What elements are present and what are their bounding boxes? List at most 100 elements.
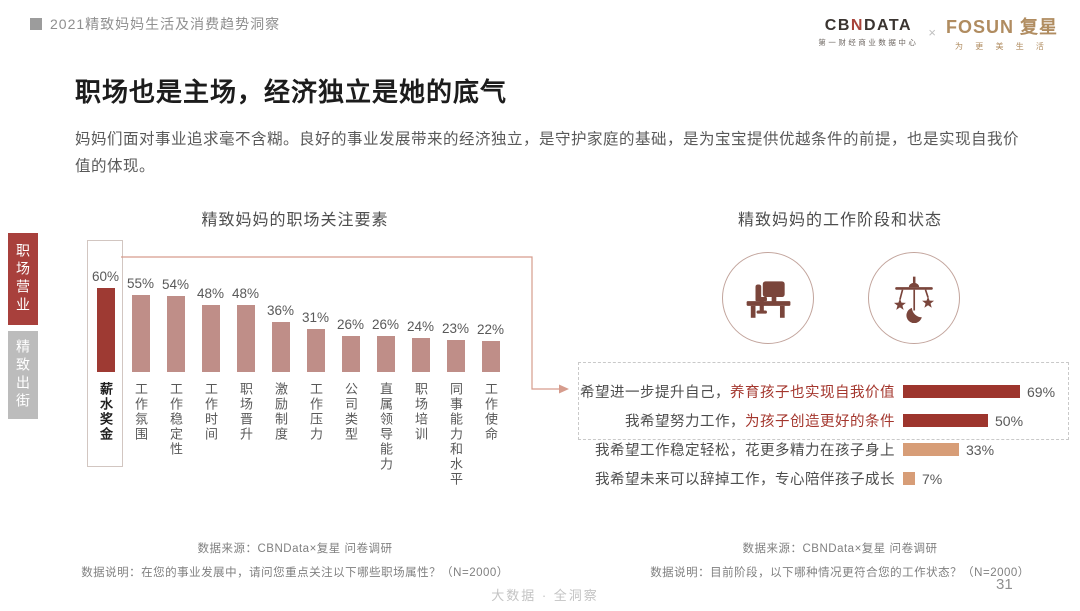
statement-bar: [903, 385, 1020, 398]
page-number: 31: [996, 576, 1013, 593]
breadcrumb-marker-icon: [30, 18, 42, 30]
bar-column: 60% 薪水奖金: [88, 200, 123, 487]
bar-value-label: 26%: [336, 317, 365, 332]
chart-note-left: 数据说明：在您的事业发展中，请问您重点关注以下哪些职场属性？（N=2000）: [81, 567, 509, 579]
bar-category-label: 工作压力: [308, 382, 323, 442]
bar-column: 36% 激励制度: [263, 200, 298, 487]
bar-category-label: 薪水奖金: [98, 382, 113, 442]
statement-row: 我希望工作稳定轻松，花更多精力在孩子身上 33%: [580, 439, 1055, 460]
cbn-wordmark-right: DATA: [863, 17, 912, 34]
bar-category-label: 激励制度: [273, 382, 288, 442]
bar-value-label: 23%: [441, 321, 470, 336]
bar-category-label: 同事能力和水平: [448, 382, 463, 487]
cbn-wordmark-left: CB: [824, 17, 851, 34]
bar-value-label: 48%: [231, 286, 260, 301]
bar-column: 48% 工作时间: [193, 200, 228, 487]
breadcrumb-label: 2021精致妈妈生活及消费趋势洞察: [50, 16, 281, 32]
bar: [96, 288, 115, 372]
bar-value-label: 54%: [161, 277, 190, 292]
bar-category-label: 工作稳定性: [168, 382, 183, 457]
bar: [446, 340, 465, 372]
bar-column: 26% 直属领导能力: [368, 200, 403, 487]
bar-column: 22% 工作使命: [473, 200, 508, 487]
statement-bar: [903, 443, 959, 456]
bar-value-label: 60%: [91, 269, 120, 284]
bar-value-label: 26%: [371, 317, 400, 332]
bar: [271, 322, 290, 372]
bar-category-label: 工作时间: [203, 382, 218, 442]
watermark: 大数据 · 全洞察: [491, 588, 599, 603]
statement-row: 希望进一步提升自己，养育孩子也实现自我价值 69%: [580, 381, 1055, 402]
bar-value-label: 48%: [196, 286, 225, 301]
bar-category-label: 职场培训: [413, 382, 428, 442]
cbn-logo-subtitle: 第一财经商业数据中心: [818, 38, 919, 47]
sidebar-tab-outing[interactable]: 精致出街: [8, 331, 38, 419]
bar-column: 23% 同事能力和水平: [438, 200, 473, 487]
bar-category-label: 工作使命: [483, 382, 498, 442]
bar-column: 55% 工作氛围: [123, 200, 158, 487]
bar-column: 26% 公司类型: [333, 200, 368, 487]
bar-value-label: 24%: [406, 319, 435, 334]
bar: [481, 341, 500, 372]
horizontal-bars: 希望进一步提升自己，养育孩子也实现自我价值 69% 我希望努力工作，为孩子创造更好的…: [580, 381, 1055, 489]
statement-bar: [903, 414, 988, 427]
bar: [376, 336, 395, 372]
statement-label: 我希望工作稳定轻松，花更多精力在孩子身上: [595, 443, 895, 459]
workplace-factors-chart: 精致妈妈的职场关注要素 60% 薪水奖金 55% 工作氛围 54% 工作稳定性 48% 工作时…: [75, 200, 540, 540]
statement-label: 希望进一步提升自己，养育孩子也实现自我价值: [580, 385, 895, 401]
statement-value: 69%: [1027, 383, 1056, 400]
fosun-logo: FOSUN 复星 为 更 美 生 活: [946, 13, 1058, 52]
page-title: 职场也是主场，经济独立是她的底气: [75, 77, 508, 107]
breadcrumb: 2021精致妈妈生活及消费趋势洞察: [30, 14, 280, 34]
chart-title-right: 精致妈妈的工作阶段和状态: [737, 212, 942, 229]
statement-value: 7%: [922, 470, 943, 487]
chart-source-left: 数据来源：CBNData×复星 问卷调研: [197, 543, 393, 555]
bar-category-label: 公司类型: [343, 382, 358, 442]
cbndata-logo: CBNDATA 第一财经商业数据中心: [818, 17, 918, 48]
bar: [411, 338, 430, 372]
statement-row: 我希望努力工作，为孩子创造更好的条件 50%: [580, 410, 1055, 431]
statement-value: 33%: [966, 441, 995, 458]
office-desk-icon: [746, 281, 791, 318]
emphasis-dashed-box: [578, 362, 1069, 440]
bar-column: 31% 工作压力: [298, 200, 333, 487]
bar-category-label: 工作氛围: [133, 382, 148, 442]
bar-category-label: 直属领导能力: [378, 382, 393, 472]
statement-bar: [903, 472, 915, 485]
bar-columns: 60% 薪水奖金 55% 工作氛围 54% 工作稳定性 48% 工作时间 48% 职场晋升 36% 激…: [88, 200, 508, 487]
bar-column: 48% 职场晋升: [228, 200, 263, 487]
bar: [236, 305, 255, 372]
logo-lockup: CBNDATA 第一财经商业数据中心 × FOSUN 复星 为 更 美 生 活: [818, 13, 1058, 52]
bar-category-label: 职场晋升: [238, 382, 253, 442]
statement-label: 我希望努力工作，为孩子创造更好的条件: [625, 414, 895, 430]
logo-separator: ×: [928, 25, 936, 40]
bar-value-label: 55%: [126, 276, 155, 291]
chart-note-right: 数据说明：目前阶段，以下哪种情况更符合您的工作状态？（N=2000）: [650, 567, 1030, 579]
office-stage-badge: [722, 252, 814, 344]
work-stage-chart: 精致妈妈的工作阶段和状态: [560, 200, 1080, 540]
bar-value-label: 31%: [301, 310, 330, 325]
section-sidebar: 职场营业 精致出街: [8, 233, 38, 425]
cbn-wordmark-n: N: [850, 17, 864, 34]
statement-value: 50%: [995, 412, 1024, 429]
baby-stage-badge: [868, 252, 960, 344]
bar-value-label: 22%: [476, 322, 505, 337]
bar-value-label: 36%: [266, 303, 295, 318]
bar: [201, 305, 220, 372]
baby-mobile-icon: [893, 276, 935, 323]
bar-column: 54% 工作稳定性: [158, 200, 193, 487]
statement-label: 我希望未来可以辞掉工作，专心陪伴孩子成长: [595, 472, 895, 488]
bar: [166, 296, 185, 372]
intro-text: 妈妈们面对事业追求毫不含糊。良好的事业发展带来的经济独立，是守护家庭的基础，是为…: [75, 131, 1020, 176]
bar: [306, 329, 325, 372]
fosun-logo-subtitle: 为 更 美 生 活: [955, 42, 1049, 51]
bar: [341, 336, 360, 372]
bar: [131, 295, 150, 372]
chart-source-right: 数据来源：CBNData×复星 问卷调研: [742, 543, 938, 555]
fosun-wordmark: FOSUN 复星: [945, 17, 1058, 37]
statement-row: 我希望未来可以辞掉工作，专心陪伴孩子成长 7%: [580, 468, 1055, 489]
bar-column: 24% 职场培训: [403, 200, 438, 487]
sidebar-tab-workplace[interactable]: 职场营业: [8, 233, 38, 325]
chart-title-left: 精致妈妈的职场关注要素: [201, 212, 389, 229]
